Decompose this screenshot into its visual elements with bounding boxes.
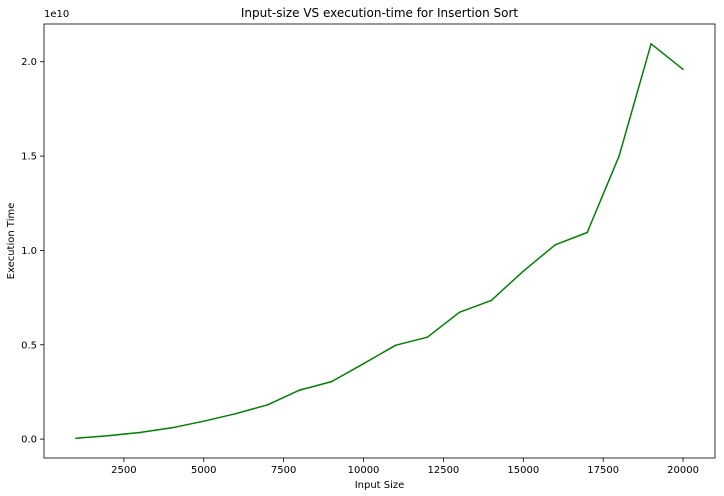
- data-point: [266, 403, 269, 406]
- data-point: [394, 344, 397, 347]
- y-axis: 0.0 0.5 1.0 1.5 2.0: [21, 57, 44, 446]
- data-point: [75, 437, 77, 439]
- data-point: [202, 420, 205, 423]
- y-tick-label: 0.0: [21, 435, 37, 446]
- x-tick-label: 5000: [191, 465, 216, 476]
- data-point: [682, 68, 684, 71]
- data-point: [426, 336, 429, 339]
- data-point: [522, 270, 525, 272]
- series-layer: [75, 43, 684, 439]
- plot-area: [43, 23, 716, 459]
- x-tick-label: 17500: [587, 465, 619, 476]
- data-point: [554, 243, 557, 246]
- chart-title: Input-size VS execution-time for Inserti…: [241, 6, 519, 20]
- x-tick-label: 15000: [507, 465, 539, 476]
- data-point: [650, 43, 652, 45]
- data-point: [171, 427, 173, 429]
- data-point: [139, 431, 141, 434]
- series-line: [75, 43, 684, 439]
- y-tick-label: 1.0: [21, 246, 37, 257]
- y-axis-label: Execution Time: [6, 203, 17, 280]
- data-point: [298, 389, 301, 391]
- data-point: [107, 434, 109, 437]
- data-point: [362, 362, 365, 365]
- data-point: [234, 412, 237, 415]
- x-tick-label: 10000: [348, 465, 380, 476]
- data-point: [330, 380, 333, 383]
- x-tick-label: 12500: [427, 465, 459, 476]
- y-tick-label: 0.5: [21, 340, 37, 351]
- x-tick-label: 20000: [667, 465, 699, 476]
- data-point: [458, 311, 461, 314]
- x-axis: 2500 5000 7500 10000 12500 15000 17500 20000: [111, 458, 699, 476]
- plot-frame-border: [43, 23, 716, 459]
- x-tick-label: 2500: [111, 465, 136, 476]
- data-point: [490, 299, 493, 302]
- x-tick-label: 7500: [271, 465, 296, 476]
- y-tick-label: 1.5: [21, 152, 37, 163]
- y-tick-label: 2.0: [21, 57, 37, 68]
- x-axis-label: Input Size: [355, 480, 405, 491]
- y-axis-offset-label: 1e10: [44, 9, 69, 20]
- data-point: [586, 231, 588, 234]
- data-point: [618, 155, 620, 157]
